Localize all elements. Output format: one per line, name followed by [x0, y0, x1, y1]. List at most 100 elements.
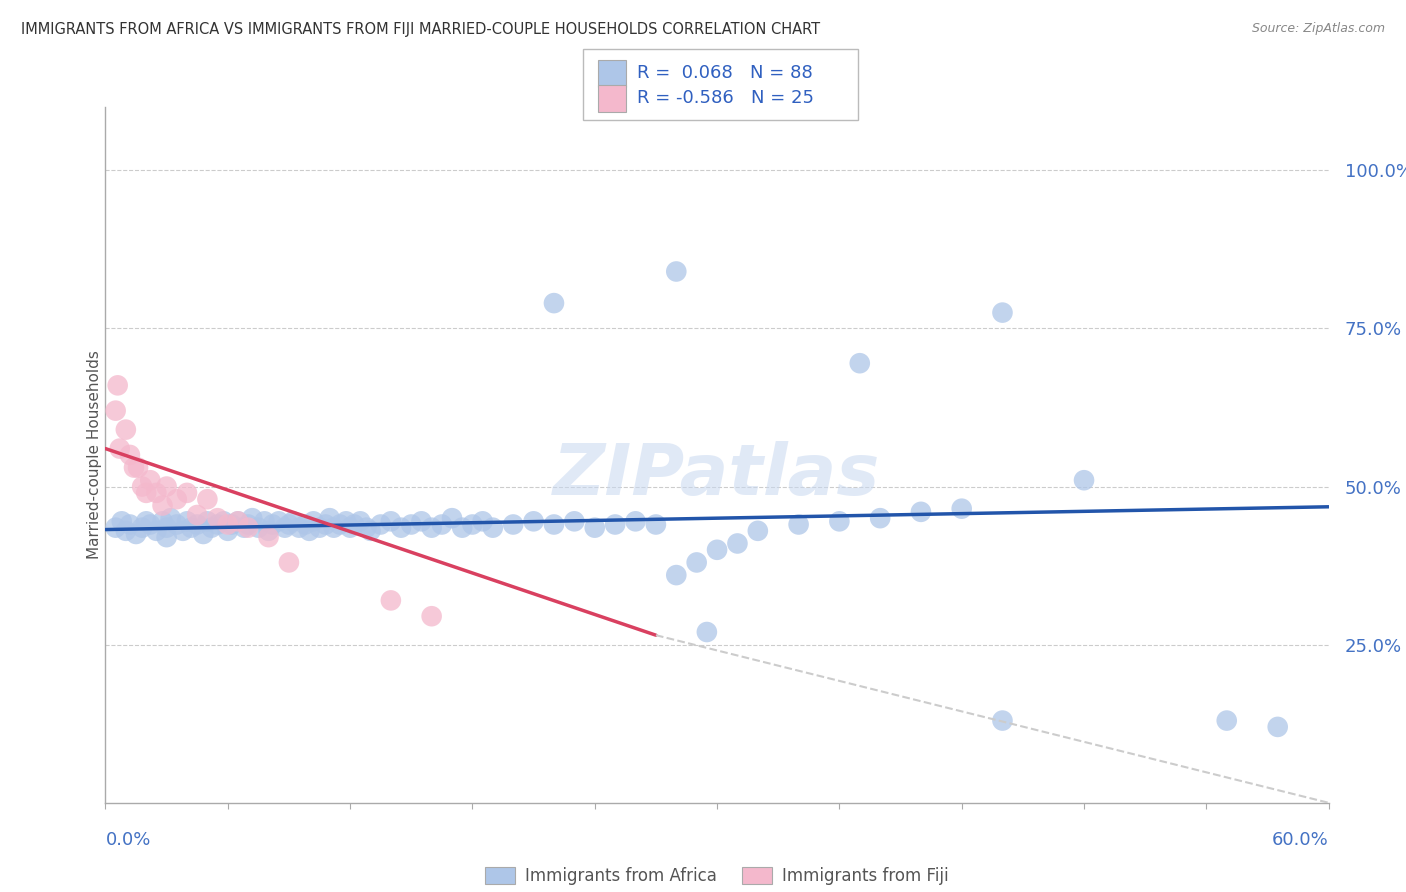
Point [135, 514, 157, 528]
Point [869, 511, 891, 525]
Point [849, 356, 872, 370]
Point [104, 403, 127, 417]
Point [257, 530, 280, 544]
Point [451, 521, 474, 535]
Point [380, 514, 402, 528]
Point [247, 521, 270, 535]
Point [200, 521, 222, 535]
Point [389, 521, 412, 535]
Point [176, 514, 198, 528]
Text: IMMIGRANTS FROM AFRICA VS IMMIGRANTS FROM FIJI MARRIED-COUPLE HOUSEHOLDS CORRELA: IMMIGRANTS FROM AFRICA VS IMMIGRANTS FRO… [21, 22, 820, 37]
Point [236, 521, 259, 535]
Point [420, 521, 443, 535]
Point [233, 521, 256, 535]
Point [115, 524, 138, 538]
Point [1267, 720, 1289, 734]
Point [624, 514, 647, 528]
Point [706, 542, 728, 557]
Point [127, 460, 149, 475]
Point [115, 423, 138, 437]
Point [267, 514, 290, 528]
Point [339, 521, 361, 535]
Point [152, 499, 174, 513]
Point [1216, 714, 1239, 728]
Point [172, 524, 194, 538]
Point [207, 517, 229, 532]
Point [356, 521, 378, 535]
Point [145, 486, 167, 500]
Point [236, 517, 259, 532]
Point [155, 479, 177, 493]
Point [217, 524, 239, 538]
Point [787, 517, 810, 532]
Point [302, 514, 325, 528]
Point [1073, 473, 1095, 487]
Legend: Immigrants from Africa, Immigrants from Fiji: Immigrants from Africa, Immigrants from … [478, 861, 956, 892]
Point [329, 517, 352, 532]
Point [430, 517, 453, 532]
Point [226, 514, 249, 528]
Point [118, 448, 141, 462]
Point [828, 514, 851, 528]
Point [139, 517, 162, 532]
Point [274, 521, 297, 535]
Point [288, 521, 311, 535]
Point [108, 442, 131, 456]
Point [262, 517, 284, 532]
Point [991, 305, 1014, 319]
Point [125, 527, 148, 541]
Point [399, 517, 422, 532]
Point [502, 517, 524, 532]
Point [523, 514, 546, 528]
Point [180, 521, 202, 535]
Text: R =  0.068   N = 88: R = 0.068 N = 88 [637, 64, 813, 82]
Point [360, 524, 382, 538]
Point [322, 521, 344, 535]
Point [155, 530, 177, 544]
Point [221, 517, 243, 532]
Point [176, 486, 198, 500]
Point [583, 521, 606, 535]
Point [122, 460, 145, 475]
Point [145, 524, 167, 538]
Point [240, 511, 263, 525]
Point [605, 517, 627, 532]
Point [315, 517, 337, 532]
Point [152, 514, 174, 528]
Point [686, 556, 709, 570]
Point [107, 378, 129, 392]
Point [166, 517, 188, 532]
Point [217, 517, 239, 532]
Point [104, 521, 127, 535]
Point [411, 514, 433, 528]
Point [139, 473, 162, 487]
Point [131, 521, 153, 535]
Point [186, 508, 208, 522]
Text: ZIPatlas: ZIPatlas [554, 442, 880, 510]
Text: 60.0%: 60.0% [1272, 831, 1329, 849]
Point [543, 517, 565, 532]
Point [118, 517, 141, 532]
Point [159, 511, 181, 525]
Point [298, 524, 321, 538]
Point [135, 486, 157, 500]
Point [950, 501, 973, 516]
Point [226, 514, 249, 528]
Point [747, 524, 769, 538]
Point [441, 511, 464, 525]
Point [481, 521, 503, 535]
Point [155, 521, 177, 535]
Point [193, 527, 215, 541]
Point [335, 514, 357, 528]
Point [380, 593, 402, 607]
Point [281, 514, 304, 528]
Point [253, 514, 276, 528]
Point [131, 479, 153, 493]
Point [343, 517, 366, 532]
Point [370, 517, 392, 532]
Point [318, 511, 342, 525]
Point [308, 521, 330, 535]
Point [186, 517, 208, 532]
Point [543, 296, 565, 310]
Point [278, 517, 301, 532]
